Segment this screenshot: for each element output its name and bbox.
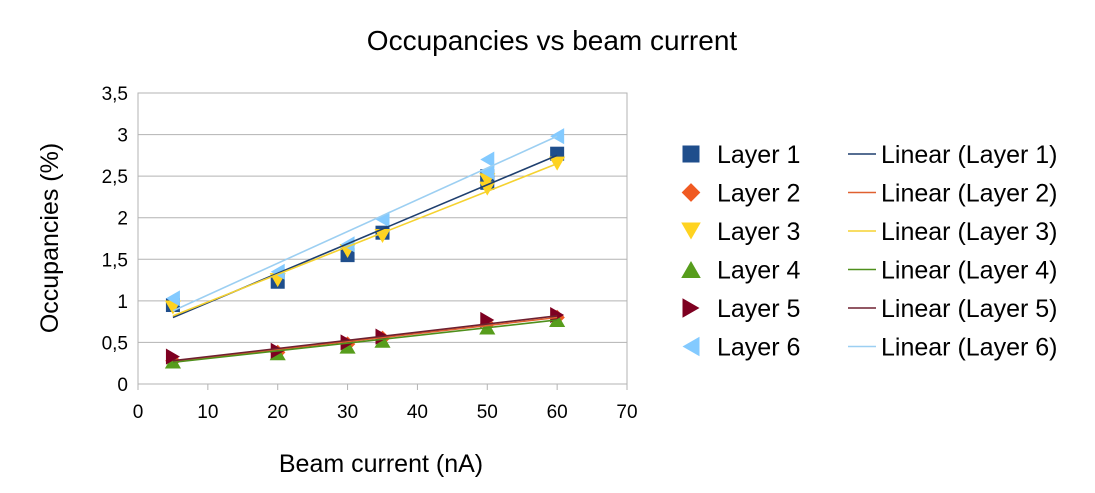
legend-trend-label-layer-6: Linear (Layer 6)	[881, 334, 1057, 362]
x-tick-label: 10	[197, 402, 218, 423]
y-tick-label: 0	[117, 375, 128, 396]
layer-6-point	[375, 211, 390, 228]
layer-5-trendline	[172, 315, 558, 362]
x-tick-label: 40	[407, 402, 428, 423]
x-tick-label: 20	[267, 402, 288, 423]
layer-6-point	[480, 151, 495, 168]
y-axis-label: Occupancies (%)	[36, 143, 64, 333]
legend-trend-label-layer-1: Linear (Layer 1)	[881, 141, 1057, 169]
legend-marker-layer-6	[682, 336, 700, 357]
legend-marker-layer-1	[682, 145, 700, 163]
x-tick-label: 30	[337, 402, 358, 423]
layer-4-point	[339, 339, 356, 354]
legend-marker-layer-2	[681, 183, 701, 202]
layer-5-point	[165, 348, 180, 365]
legend-trend-label-layer-3: Linear (Layer 3)	[881, 218, 1057, 246]
y-tick-label: 1	[117, 292, 128, 313]
layer-4-point	[374, 333, 391, 348]
legend-label-layer-4: Layer 4	[717, 257, 800, 285]
x-tick-label: 60	[547, 402, 568, 423]
layer-3-point	[374, 229, 391, 244]
layer-6-trendline	[172, 135, 558, 312]
legend-trend-label-layer-4: Linear (Layer 4)	[881, 257, 1057, 285]
legend: Layer 1 Linear (Layer 1) Layer 2 Linear (La…	[681, 141, 1057, 362]
layer-4-trendline	[172, 319, 558, 364]
y-tick-label: 3	[117, 126, 128, 147]
y-tick-label: 2	[117, 209, 128, 230]
layer-6-point	[480, 163, 495, 181]
legend-trend-label-layer-2: Linear (Layer 2)	[881, 180, 1057, 208]
chart-title: Occupancies vs beam current	[367, 25, 738, 56]
legend-label-layer-5: Layer 5	[717, 295, 800, 323]
y-tick-label: 0,5	[102, 333, 128, 354]
legend-label-layer-1: Layer 1	[717, 141, 800, 169]
layer-3-trendline	[172, 162, 558, 317]
legend-marker-layer-5	[682, 298, 700, 318]
layer-6-point	[270, 263, 285, 280]
layer-6-point	[165, 290, 180, 307]
y-tick-label: 3,5	[102, 84, 128, 105]
y-tick-label: 1,5	[102, 250, 128, 271]
x-tick-label: 50	[477, 402, 498, 423]
y-tick-label: 2,5	[102, 167, 128, 188]
legend-label-layer-3: Layer 3	[717, 218, 800, 246]
layer-5-point	[550, 306, 565, 324]
plot-area: 0 0,5 1 1,5 2 2,5 3 3,5 0 10 20 30 40 50 60 70	[102, 84, 638, 423]
legend-trend-label-layer-5: Linear (Layer 5)	[881, 295, 1057, 323]
legend-label-layer-6: Layer 6	[717, 334, 800, 362]
x-axis-label: Beam current (nA)	[279, 450, 483, 478]
legend-marker-layer-4	[681, 261, 701, 278]
layer-2-trendline	[172, 316, 558, 363]
layer-3-point	[479, 181, 496, 196]
legend-marker-layer-3	[681, 222, 701, 240]
legend-label-layer-2: Layer 2	[717, 180, 800, 208]
x-tick-label: 70	[616, 402, 637, 423]
x-tick-label: 0	[133, 402, 144, 423]
plot-border	[137, 92, 628, 385]
